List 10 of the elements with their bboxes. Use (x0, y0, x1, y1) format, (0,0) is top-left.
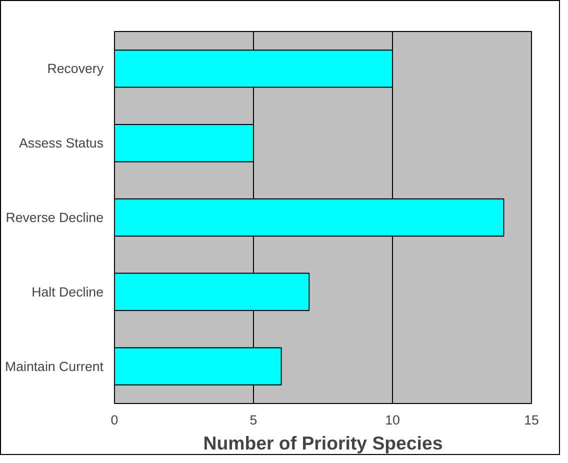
x-axis-title: Number of Priority Species (203, 432, 443, 454)
x-tick-label: 0 (110, 412, 118, 428)
x-tick-label: 5 (250, 412, 258, 428)
x-tick-label: 15 (524, 412, 539, 428)
y-tick-label: Reverse Decline (6, 210, 104, 225)
y-tick-label: Recovery (47, 61, 104, 76)
y-tick-label: Assess Status (19, 136, 104, 151)
x-tick-label: 10 (385, 412, 400, 428)
y-tick-label: Maintain Current (4, 358, 104, 374)
y-tick-label: Halt Decline (32, 284, 104, 300)
